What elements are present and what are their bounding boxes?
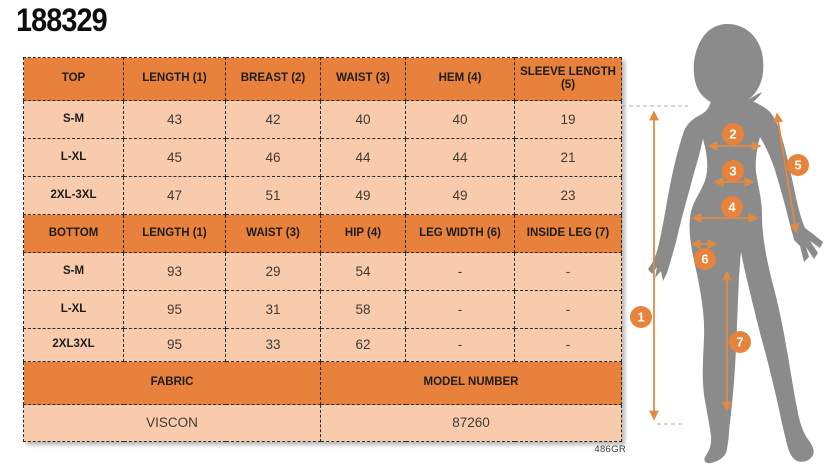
badge-1-label: 1	[637, 310, 644, 325]
measurement-value: 29	[225, 252, 321, 291]
measurement-value: 33	[225, 328, 321, 362]
measurement-value: 44	[320, 138, 406, 177]
table-row: L-XL 45 46 44 44 21	[23, 138, 622, 177]
column-header-hem: HEM (4)	[405, 57, 515, 101]
badge-5-label: 5	[794, 158, 801, 173]
measurement-value: 19	[514, 100, 622, 139]
table-row: L-XL 95 31 58 - -	[23, 290, 622, 329]
column-header-leg-width: LEG WIDTH (6)	[405, 214, 515, 253]
column-header-top: TOP	[23, 57, 124, 101]
measurement-value: 40	[320, 100, 406, 139]
measurement-value: 40	[405, 100, 515, 139]
page-title: 188329	[16, 2, 108, 38]
column-header-waist: WAIST (3)	[320, 57, 406, 101]
measurement-value: 43	[123, 100, 226, 139]
arrow-sleeve-length	[773, 112, 800, 234]
badge-4-label: 4	[728, 200, 736, 215]
table-row: S-M 43 42 40 40 19	[23, 100, 622, 139]
column-header-length: LENGTH (1)	[123, 57, 226, 101]
silhouette-head	[693, 23, 764, 108]
model-number-value: 87260	[320, 404, 622, 442]
measurement-value: 42	[225, 100, 321, 139]
footer-header-row: FABRIC MODEL NUMBER	[23, 361, 622, 405]
badge-3-circle	[722, 160, 744, 182]
column-header-sleeve-length: SLEEVE LENGTH (5)	[514, 57, 622, 101]
measurement-value: 93	[123, 252, 226, 291]
badge-5-circle	[787, 154, 809, 176]
badge-6-label: 6	[701, 252, 708, 267]
column-header-breast: BREAST (2)	[225, 57, 321, 101]
badge-7-label: 7	[736, 335, 743, 350]
woman-silhouette	[648, 23, 823, 464]
measurement-value: 45	[123, 138, 226, 177]
measurement-value: -	[514, 252, 622, 291]
column-header-inside-leg: INSIDE LEG (7)	[514, 214, 622, 253]
model-number-header: MODEL NUMBER	[320, 361, 622, 405]
column-header-length: LENGTH (1)	[123, 214, 226, 253]
measurement-value: -	[405, 252, 515, 291]
badge-3-label: 3	[729, 164, 736, 179]
measurement-value: 58	[320, 290, 406, 329]
footer-value-row: VISCON 87260	[23, 404, 622, 442]
size-chart-table: TOP LENGTH (1) BREAST (2) WAIST (3) HEM …	[23, 57, 622, 442]
badge-6-circle	[694, 248, 716, 270]
measurement-figure: 1 2 3 4 5 6 7	[622, 23, 823, 464]
fabric-header: FABRIC	[23, 361, 321, 405]
measurement-value: 49	[320, 176, 406, 215]
measurement-value: -	[405, 290, 515, 329]
column-header-bottom: BOTTOM	[23, 214, 124, 253]
measurement-badges: 1 2 3 4 5 6 7	[630, 123, 809, 353]
size-label: L-XL	[23, 138, 124, 177]
bottom-header-row: BOTTOM LENGTH (1) WAIST (3) HIP (4) LEG …	[23, 214, 622, 253]
measurement-value: 54	[320, 252, 406, 291]
size-label: L-XL	[23, 290, 124, 329]
size-label: 2XL3XL	[23, 328, 124, 362]
table-row: 2XL-3XL 47 51 49 49 23	[23, 176, 622, 215]
measurement-value: 51	[225, 176, 321, 215]
top-header-row: TOP LENGTH (1) BREAST (2) WAIST (3) HEM …	[23, 57, 622, 101]
badge-7-circle	[729, 331, 751, 353]
measurement-value: -	[514, 290, 622, 329]
measurement-value: 95	[123, 328, 226, 362]
size-label: S-M	[23, 100, 124, 139]
silhouette-body	[648, 92, 823, 464]
measurement-value: -	[405, 328, 515, 362]
column-header-waist: WAIST (3)	[225, 214, 321, 253]
product-code: 486GR	[594, 444, 626, 455]
measurement-value: -	[514, 328, 622, 362]
badge-1-circle	[630, 306, 652, 328]
size-label: S-M	[23, 252, 124, 291]
badge-2-label: 2	[729, 127, 736, 142]
measurement-value: 95	[123, 290, 226, 329]
measurement-value: 62	[320, 328, 406, 362]
measurement-value: 31	[225, 290, 321, 329]
table-row: S-M 93 29 54 - -	[23, 252, 622, 291]
badge-4-circle	[721, 196, 743, 218]
measurement-value: 23	[514, 176, 622, 215]
measurement-arrows	[649, 110, 800, 421]
size-label: 2XL-3XL	[23, 176, 124, 215]
measurement-value: 49	[405, 176, 515, 215]
measurement-value: 21	[514, 138, 622, 177]
measurement-value: 44	[405, 138, 515, 177]
measurement-value: 47	[123, 176, 226, 215]
badge-2-circle	[722, 123, 744, 145]
fabric-value: VISCON	[23, 404, 321, 442]
column-header-hip: HIP (4)	[320, 214, 406, 253]
measurement-value: 46	[225, 138, 321, 177]
table-row: 2XL3XL 95 33 62 - -	[23, 328, 622, 362]
